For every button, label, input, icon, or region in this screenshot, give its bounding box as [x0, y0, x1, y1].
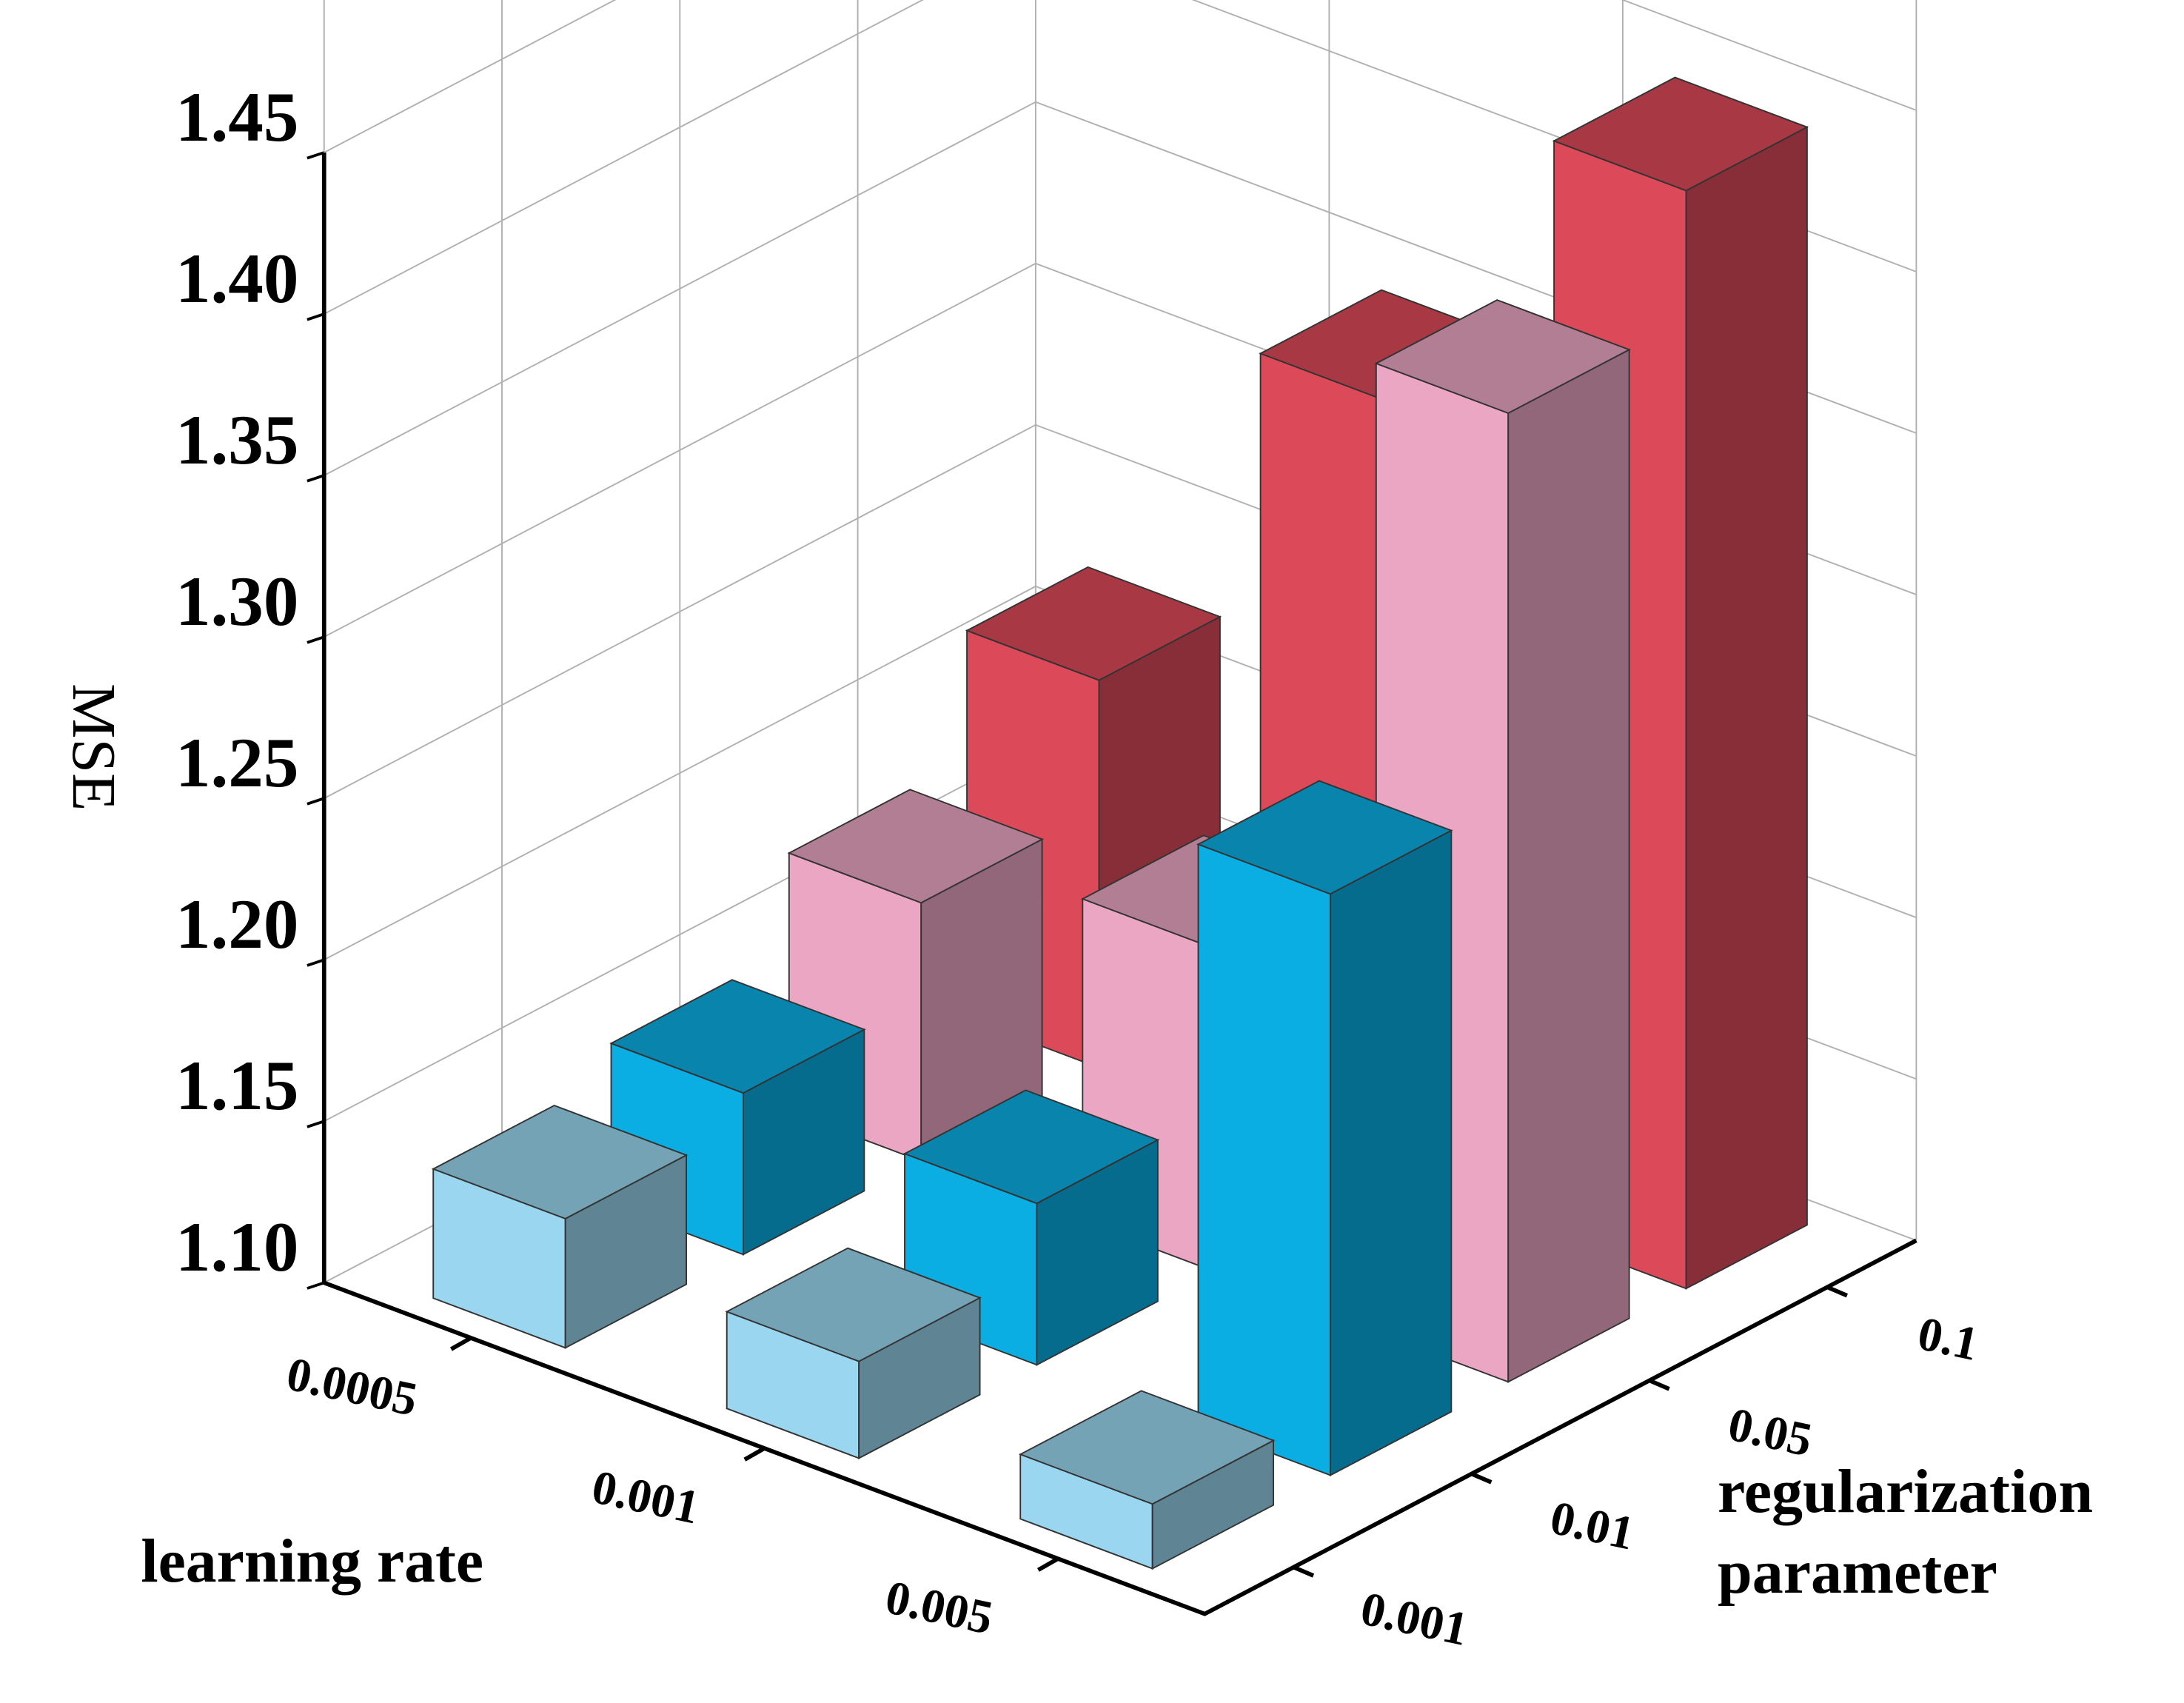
z-tick	[1648, 1378, 1670, 1391]
z-tick	[1293, 1565, 1315, 1578]
bar-side	[1685, 126, 1808, 1290]
y-tick	[307, 1281, 325, 1290]
x-tick-label: 0.005	[881, 1570, 997, 1645]
y-tick-label: 1.20	[175, 885, 299, 963]
x-tick	[743, 1446, 766, 1462]
y-tick-label: 1.25	[175, 723, 299, 802]
bar-top	[1018, 1390, 1276, 1505]
y-tick	[307, 151, 325, 160]
bar-top	[609, 979, 866, 1094]
y-tick-label: 1.30	[175, 562, 299, 640]
grid-line	[324, 0, 1917, 153]
z-tick	[1826, 1285, 1849, 1298]
y-tick	[307, 474, 325, 483]
bar-top	[725, 1247, 982, 1362]
y-tick-label: 1.35	[175, 401, 299, 479]
bar-side	[1507, 348, 1630, 1383]
bar-side	[1329, 829, 1453, 1476]
bar-top	[902, 1089, 1160, 1205]
z-tick	[1470, 1471, 1493, 1485]
y-tick	[307, 312, 325, 321]
x-tick	[1036, 1556, 1059, 1572]
y-tick-label: 1.45	[175, 78, 299, 156]
z-axis-title: regularization parameter	[1718, 1457, 2094, 1607]
y-tick	[307, 635, 325, 644]
y-tick-label: 1.10	[175, 1208, 299, 1286]
x-tick-label: 0.001	[588, 1459, 704, 1534]
x-tick	[449, 1336, 472, 1351]
y-axis-title: MSE	[59, 683, 128, 811]
bar-top	[1374, 299, 1631, 415]
z-tick-label: 0.001	[1356, 1581, 1473, 1656]
y-tick	[307, 797, 325, 806]
bar-top	[787, 789, 1044, 904]
bar-top	[1196, 780, 1453, 895]
y-tick	[307, 958, 325, 967]
bar-top	[965, 566, 1222, 681]
bar-top	[431, 1104, 689, 1219]
y-tick-label: 1.40	[175, 239, 299, 318]
bar-top	[1552, 76, 1809, 192]
z-tick-label: 0.01	[1546, 1490, 1639, 1560]
bar-front	[1197, 843, 1331, 1476]
z-tick-label: 0.1	[1913, 1306, 1983, 1371]
x-tick-label: 0.0005	[282, 1347, 422, 1426]
y-tick-label: 1.15	[175, 1046, 299, 1125]
x-axis-title: learning rate	[141, 1527, 483, 1596]
y-tick	[307, 1120, 325, 1128]
